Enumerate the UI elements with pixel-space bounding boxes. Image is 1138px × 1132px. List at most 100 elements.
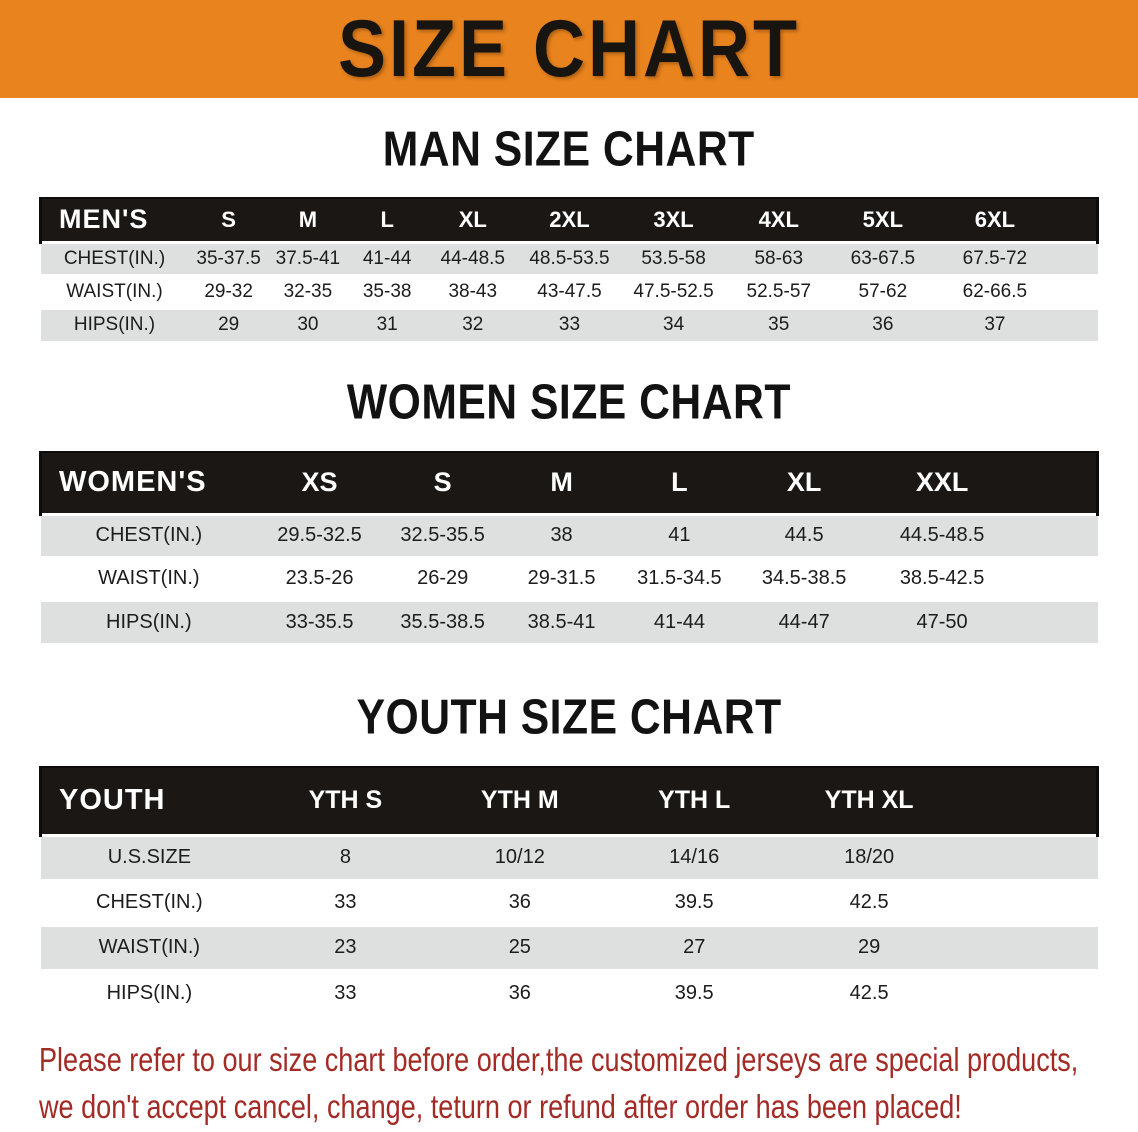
table-cell: 31 [347, 306, 428, 341]
column-header: 5XL [831, 197, 935, 243]
column-header: 2XL [518, 197, 621, 243]
table-cell: 37.5-41 [268, 240, 347, 275]
table-row: HIPS(IN.) 33-35.5 35.5-38.5 38.5-41 41-44 44-… [40, 598, 1098, 643]
size-chart-banner: SIZE CHART [0, 0, 1138, 98]
table-cell: 23.5-26 [257, 555, 382, 600]
table-row: HIPS(IN.) 29 30 31 32 33 34 35 36 37 [40, 306, 1098, 341]
men-size-table: MEN'S S M L XL 2XL 3XL 4XL 5XL 6XL CHEST(IN.) 35-37… [39, 197, 1100, 341]
table-cell: 32.5-35.5 [381, 512, 504, 557]
table-cell: 14/16 [607, 833, 782, 880]
column-header: L [347, 197, 428, 243]
table-cell: 48.5-53.5 [518, 240, 621, 275]
table-cell-spacer [956, 923, 1098, 970]
table-cell: 33 [258, 968, 433, 1015]
column-header: XS [257, 451, 382, 515]
table-cell: 38.5-41 [503, 598, 620, 643]
table-cell-spacer [956, 833, 1098, 880]
table-cell: 42.5 [781, 968, 957, 1015]
column-header-spacer [956, 766, 1099, 836]
table-cell-spacer [1055, 306, 1098, 341]
row-label: HIPS(IN.) [40, 598, 258, 643]
table-cell: 41-44 [619, 598, 740, 643]
youth-section: YOUTH SIZE CHART YOUTH YTH S YTH M YTH L YTH… [0, 643, 1138, 1015]
table-cell: 57-62 [831, 273, 935, 308]
table-cell: 33-35.5 [257, 598, 382, 643]
column-header-spacer [1055, 197, 1100, 243]
column-header: YOUTH [39, 766, 259, 836]
table-cell: 38.5-42.5 [869, 555, 1015, 600]
column-header: MEN'S [39, 197, 189, 243]
table-cell: 41 [619, 512, 740, 557]
table-cell: 44.5-48.5 [869, 512, 1015, 557]
column-header: YTH M [432, 766, 608, 836]
women-section-heading: WOMEN SIZE CHART [0, 341, 1138, 451]
table-cell: 29-32 [188, 273, 269, 308]
table-cell: 62-66.5 [934, 273, 1056, 308]
table-cell: 34.5-38.5 [739, 555, 870, 600]
table-cell: 52.5-57 [726, 273, 832, 308]
table-header-row: YOUTH YTH S YTH M YTH L YTH XL [39, 766, 1099, 836]
table-cell: 26-29 [381, 555, 504, 600]
table-cell: 63-67.5 [831, 240, 935, 275]
table-cell: 39.5 [607, 878, 782, 925]
men-section-heading: MAN SIZE CHART [0, 98, 1138, 197]
table-cell: 32-35 [268, 273, 347, 308]
table-cell: 8 [258, 833, 433, 880]
column-header: M [503, 451, 620, 515]
column-header: XXL [869, 451, 1015, 515]
table-cell-spacer [1015, 598, 1098, 643]
table-cell: 53.5-58 [620, 240, 727, 275]
column-header: YTH XL [781, 766, 957, 836]
table-header-row: WOMEN'S XS S M L XL XXL [39, 451, 1099, 515]
table-cell: 31.5-34.5 [619, 555, 740, 600]
table-cell: 44-47 [739, 598, 870, 643]
table-cell: 42.5 [781, 878, 957, 925]
column-header: XL [739, 451, 870, 515]
table-header-row: MEN'S S M L XL 2XL 3XL 4XL 5XL 6XL [39, 197, 1100, 243]
table-cell: 47.5-52.5 [620, 273, 727, 308]
table-cell: 39.5 [607, 968, 782, 1015]
column-header: S [381, 451, 504, 515]
men-section: MAN SIZE CHART MEN'S S M L XL 2XL 3XL 4XL 5XL 6XL… [0, 98, 1138, 341]
table-row: CHEST(IN.) 35-37.5 37.5-41 41-44 44-48.5 48.5… [40, 240, 1098, 275]
table-cell: 35-38 [347, 273, 428, 308]
disclaimer-line-2: we don't accept cancel, change, teturn o… [39, 1088, 962, 1125]
table-cell-spacer [1015, 512, 1098, 557]
column-header: 6XL [934, 197, 1056, 243]
table-cell: 29.5-32.5 [257, 512, 382, 557]
table-cell: 37 [934, 306, 1056, 341]
table-cell: 36 [432, 968, 608, 1015]
table-cell: 44-48.5 [427, 240, 519, 275]
column-header: L [619, 451, 740, 515]
table-cell-spacer [956, 878, 1098, 925]
youth-section-heading: YOUTH SIZE CHART [0, 643, 1138, 766]
row-label: HIPS(IN.) [40, 306, 189, 341]
table-cell: 18/20 [781, 833, 957, 880]
table-cell: 29 [781, 923, 957, 970]
table-cell: 30 [268, 306, 347, 341]
women-size-table: WOMEN'S XS S M L XL XXL CHEST(IN.) 29.5-32.5 32.5… [39, 451, 1099, 643]
disclaimer-note: Please refer to our size chart before or… [0, 1036, 1138, 1130]
table-row: WAIST(IN.) 23 25 27 29 [40, 923, 1098, 970]
column-header: WOMEN'S [39, 451, 258, 515]
banner-title: SIZE CHART [338, 4, 800, 94]
table-cell: 43-47.5 [518, 273, 621, 308]
row-label: HIPS(IN.) [40, 968, 259, 1015]
column-header-spacer [1015, 451, 1099, 515]
table-cell: 47-50 [869, 598, 1015, 643]
table-cell: 32 [427, 306, 519, 341]
table-cell: 58-63 [726, 240, 832, 275]
women-section: WOMEN SIZE CHART WOMEN'S XS S M L XL XXL CHEST(… [0, 341, 1138, 643]
table-cell: 33 [518, 306, 621, 341]
youth-section-heading-text: YOUTH SIZE CHART [356, 690, 782, 745]
table-cell: 27 [607, 923, 782, 970]
column-header: YTH L [607, 766, 782, 836]
table-cell: 36 [432, 878, 608, 925]
table-cell: 23 [258, 923, 433, 970]
table-row: CHEST(IN.) 33 36 39.5 42.5 [40, 878, 1098, 925]
men-section-heading-text: MAN SIZE CHART [383, 122, 755, 177]
table-cell: 34 [620, 306, 727, 341]
column-header: S [188, 197, 269, 243]
table-cell: 33 [258, 878, 433, 925]
column-header: YTH S [258, 766, 433, 836]
